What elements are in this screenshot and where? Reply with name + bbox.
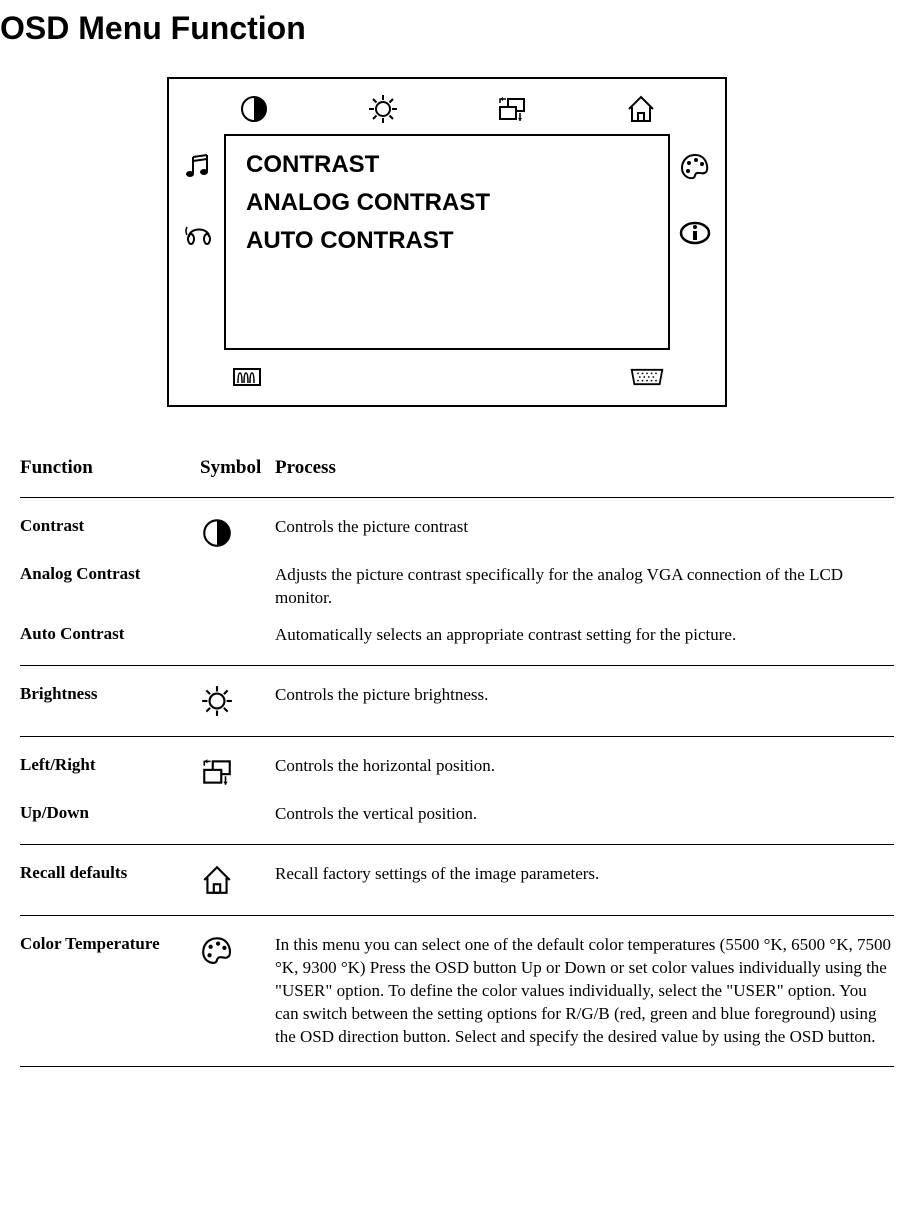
section-group: Contrast Controls the picture contrast Ana… [20, 516, 894, 647]
divider [20, 844, 894, 845]
divider [20, 736, 894, 737]
function-name: Auto Contrast [20, 624, 200, 647]
function-name: Recall defaults [20, 863, 200, 897]
section-group: Left/Right Controls the horizontal positi… [20, 755, 894, 826]
divider [20, 497, 894, 498]
table-row: Recall defaults Recall factory settings o… [20, 863, 894, 897]
function-process: Controls the horizontal position. [275, 755, 894, 789]
osd-line-3: AUTO CONTRAST [246, 227, 648, 255]
function-process: Controls the picture contrast [275, 516, 894, 550]
vga-icon [629, 359, 665, 395]
header-process: Process [275, 457, 894, 479]
section-group: Color Temperature In this menu you can se… [20, 934, 894, 1049]
function-process: Adjusts the picture contrast specificall… [275, 564, 894, 610]
table-row: Analog Contrast Adjusts the picture contr… [20, 564, 894, 610]
empty-symbol [200, 624, 275, 647]
home-icon [623, 91, 659, 127]
table-row: Auto Contrast Automatically selects an ap… [20, 624, 894, 647]
empty-symbol [200, 803, 275, 826]
function-process: Recall factory settings of the image par… [275, 863, 894, 897]
table-row: Left/Right Controls the horizontal positi… [20, 755, 894, 789]
divider [20, 1066, 894, 1067]
osd-panel: CONTRAST ANALOG CONTRAST AUTO CONTRAST [167, 77, 727, 407]
header-symbol: Symbol [200, 457, 275, 479]
info-icon [677, 215, 713, 251]
table-row: Color Temperature In this menu you can se… [20, 934, 894, 1049]
osd-top-icons [169, 79, 725, 134]
headset-icon [181, 215, 217, 251]
function-name: Contrast [20, 516, 200, 550]
brightness-icon [200, 684, 275, 718]
music-icon [181, 149, 217, 185]
table-row: Brightness Controls the picture brightnes… [20, 684, 894, 718]
contrast-icon [236, 91, 272, 127]
function-process: Controls the picture brightness. [275, 684, 894, 718]
divider [20, 665, 894, 666]
table-row: Up/Down Controls the vertical position. [20, 803, 894, 826]
osd-line-1: CONTRAST [246, 151, 648, 179]
position-icon [494, 91, 530, 127]
function-process: Automatically selects an appropriate con… [275, 624, 894, 647]
section-group: Brightness Controls the picture brightnes… [20, 684, 894, 718]
degauss-icon [229, 359, 265, 395]
function-table: Function Symbol Process Contrast Controls… [0, 457, 894, 1067]
page-title: OSD Menu Function [0, 10, 894, 47]
function-name: Up/Down [20, 803, 200, 826]
function-process: In this menu you can select one of the d… [275, 934, 894, 1049]
osd-line-2: ANALOG CONTRAST [246, 189, 648, 217]
contrast-icon [200, 516, 275, 550]
section-group: Recall defaults Recall factory settings o… [20, 863, 894, 897]
empty-symbol [200, 564, 275, 610]
function-name: Analog Contrast [20, 564, 200, 610]
table-row: Contrast Controls the picture contrast [20, 516, 894, 550]
brightness-icon [365, 91, 401, 127]
function-name: Left/Right [20, 755, 200, 789]
osd-bottom-icons [229, 359, 665, 395]
divider [20, 915, 894, 916]
position-icon [200, 755, 275, 789]
osd-left-icons [181, 149, 217, 251]
function-name: Color Temperature [20, 934, 200, 1049]
table-headers: Function Symbol Process [20, 457, 894, 479]
function-process: Controls the vertical position. [275, 803, 894, 826]
palette-icon [677, 149, 713, 185]
function-name: Brightness [20, 684, 200, 718]
home-icon [200, 863, 275, 897]
osd-inner-box: CONTRAST ANALOG CONTRAST AUTO CONTRAST [224, 134, 670, 350]
palette-icon [200, 934, 275, 1049]
osd-right-icons [677, 149, 713, 251]
header-function: Function [20, 457, 200, 479]
